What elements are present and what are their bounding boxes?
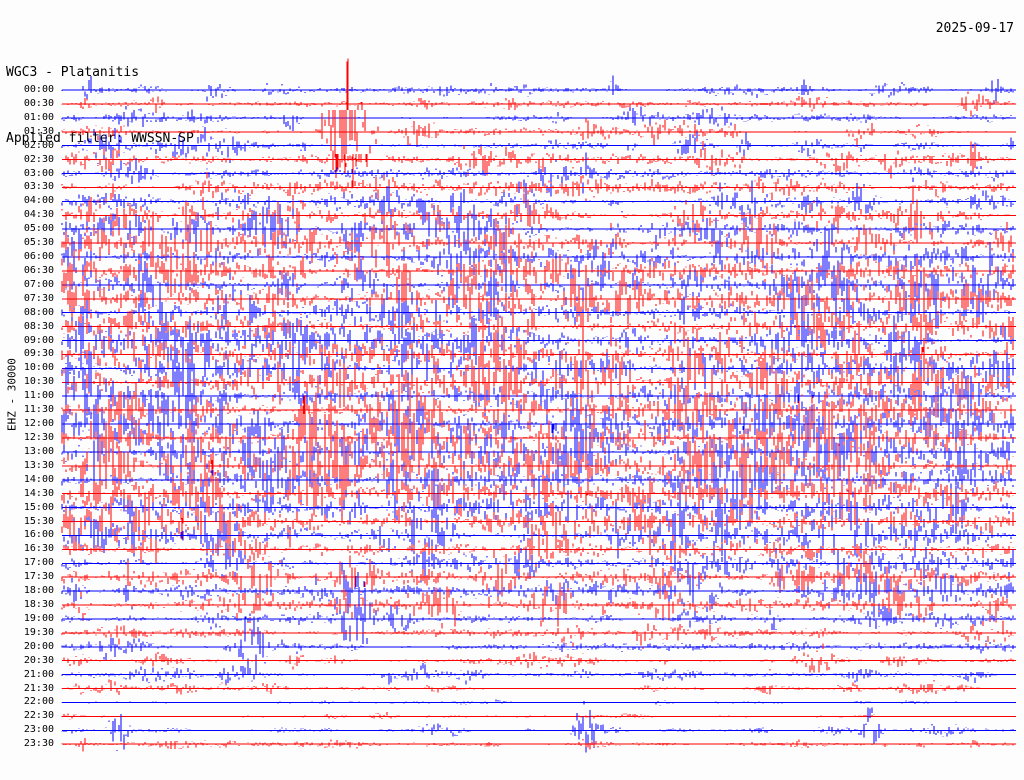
time-label: 13:00 xyxy=(23,445,54,457)
time-label: 19:30 xyxy=(23,626,54,638)
time-label: 06:30 xyxy=(23,264,54,276)
time-axis-labels: 00:00 00:30 01:00 01:30 02:00 02:30 03:00 03:30… xyxy=(0,0,58,780)
time-label: 14:30 xyxy=(23,487,54,499)
trace-row xyxy=(61,576,1016,629)
time-label: 07:30 xyxy=(23,292,54,304)
time-label: 00:30 xyxy=(23,97,54,109)
trace-row xyxy=(61,616,1016,675)
trace-row xyxy=(61,106,1016,131)
time-label: 07:00 xyxy=(23,278,54,290)
time-label: 05:30 xyxy=(23,237,54,249)
trace-row xyxy=(61,223,1016,304)
time-label: 09:00 xyxy=(23,334,54,346)
header-left: WGC3 - Platanitis Applied filter: WWSSN-… xyxy=(6,18,194,194)
time-label: 18:00 xyxy=(23,585,54,597)
time-label: 15:00 xyxy=(23,501,54,513)
time-label: 04:30 xyxy=(23,209,54,221)
time-label: 16:00 xyxy=(23,529,54,541)
trace-row xyxy=(61,91,1016,117)
record-date: 2025-09-17 xyxy=(935,21,1014,36)
time-label: 02:30 xyxy=(23,153,54,165)
time-label: 06:00 xyxy=(23,251,54,263)
time-label: 23:30 xyxy=(23,738,54,750)
trace-row xyxy=(61,75,1016,104)
time-label: 09:30 xyxy=(23,348,54,360)
time-label: 23:00 xyxy=(23,724,54,736)
station-title: WGC3 - Platanitis xyxy=(6,65,140,80)
time-label: 08:30 xyxy=(23,320,54,332)
trace-row xyxy=(61,712,1016,720)
time-label: 20:00 xyxy=(23,640,54,652)
trace-row xyxy=(61,572,1016,651)
time-label: 11:00 xyxy=(23,390,54,402)
time-label: 12:30 xyxy=(23,432,54,443)
time-label: 13:30 xyxy=(23,459,54,471)
trace-row xyxy=(61,618,1016,649)
time-label: 14:00 xyxy=(23,473,54,485)
time-label: 15:30 xyxy=(23,515,54,527)
time-label: 21:00 xyxy=(23,668,54,680)
trace-row xyxy=(61,699,1016,706)
time-label: 08:00 xyxy=(23,306,54,318)
time-label: 16:30 xyxy=(23,543,54,555)
time-label: 10:30 xyxy=(23,376,54,388)
time-label: 01:00 xyxy=(23,111,54,123)
time-label: 02:00 xyxy=(23,139,54,151)
trace-row xyxy=(61,663,1016,685)
applied-filter-label: Applied filter: WWSSN-SP xyxy=(6,131,194,146)
time-label: 01:30 xyxy=(23,125,54,137)
time-label: 19:00 xyxy=(23,612,54,624)
time-label: 20:30 xyxy=(23,654,54,666)
trace-row xyxy=(61,679,1016,695)
time-label: 22:30 xyxy=(23,710,54,722)
trace-row xyxy=(61,701,1016,753)
time-label: 05:00 xyxy=(23,223,54,235)
time-label: 11:30 xyxy=(23,404,54,416)
trace-row xyxy=(61,737,1016,752)
time-label: 18:30 xyxy=(23,599,54,611)
time-label: 21:30 xyxy=(23,682,54,694)
time-label: 04:00 xyxy=(23,195,54,207)
time-label: 03:00 xyxy=(23,167,54,179)
time-label: 03:30 xyxy=(23,181,54,193)
time-label: 17:00 xyxy=(23,557,54,569)
time-label: 22:00 xyxy=(23,696,54,708)
time-label: 12:00 xyxy=(23,418,54,430)
time-label: 17:30 xyxy=(23,571,54,583)
trace-row xyxy=(61,643,1016,673)
time-label: 10:00 xyxy=(23,362,54,374)
time-label: 00:00 xyxy=(23,84,54,95)
